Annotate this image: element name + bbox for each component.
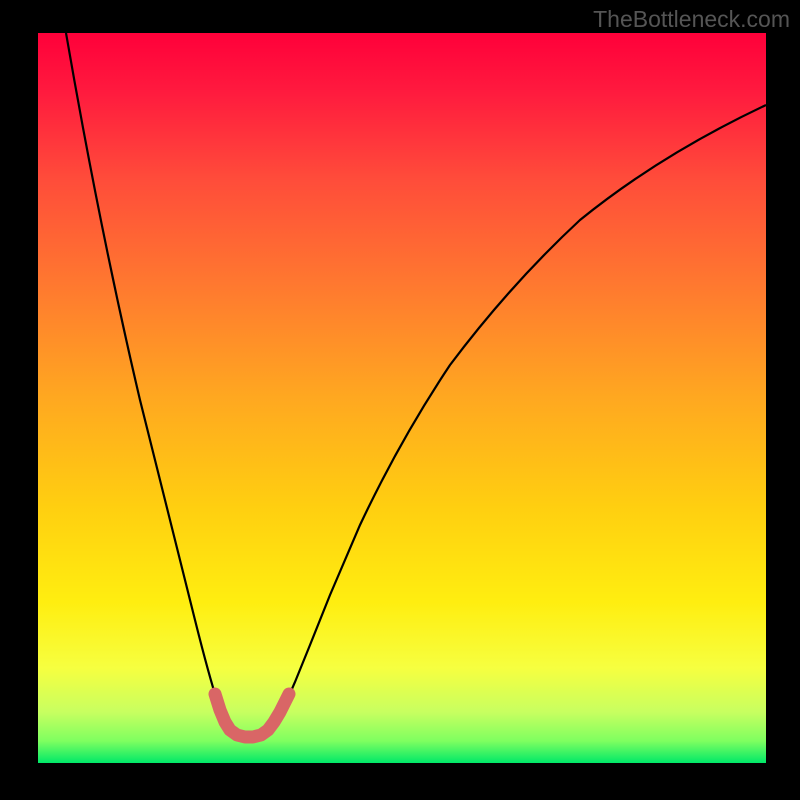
chart-svg [38, 33, 766, 763]
chart-plot-area [38, 33, 766, 763]
highlight-segment [215, 694, 289, 737]
watermark-text: TheBottleneck.com [593, 6, 790, 33]
bottleneck-curve [66, 33, 766, 737]
